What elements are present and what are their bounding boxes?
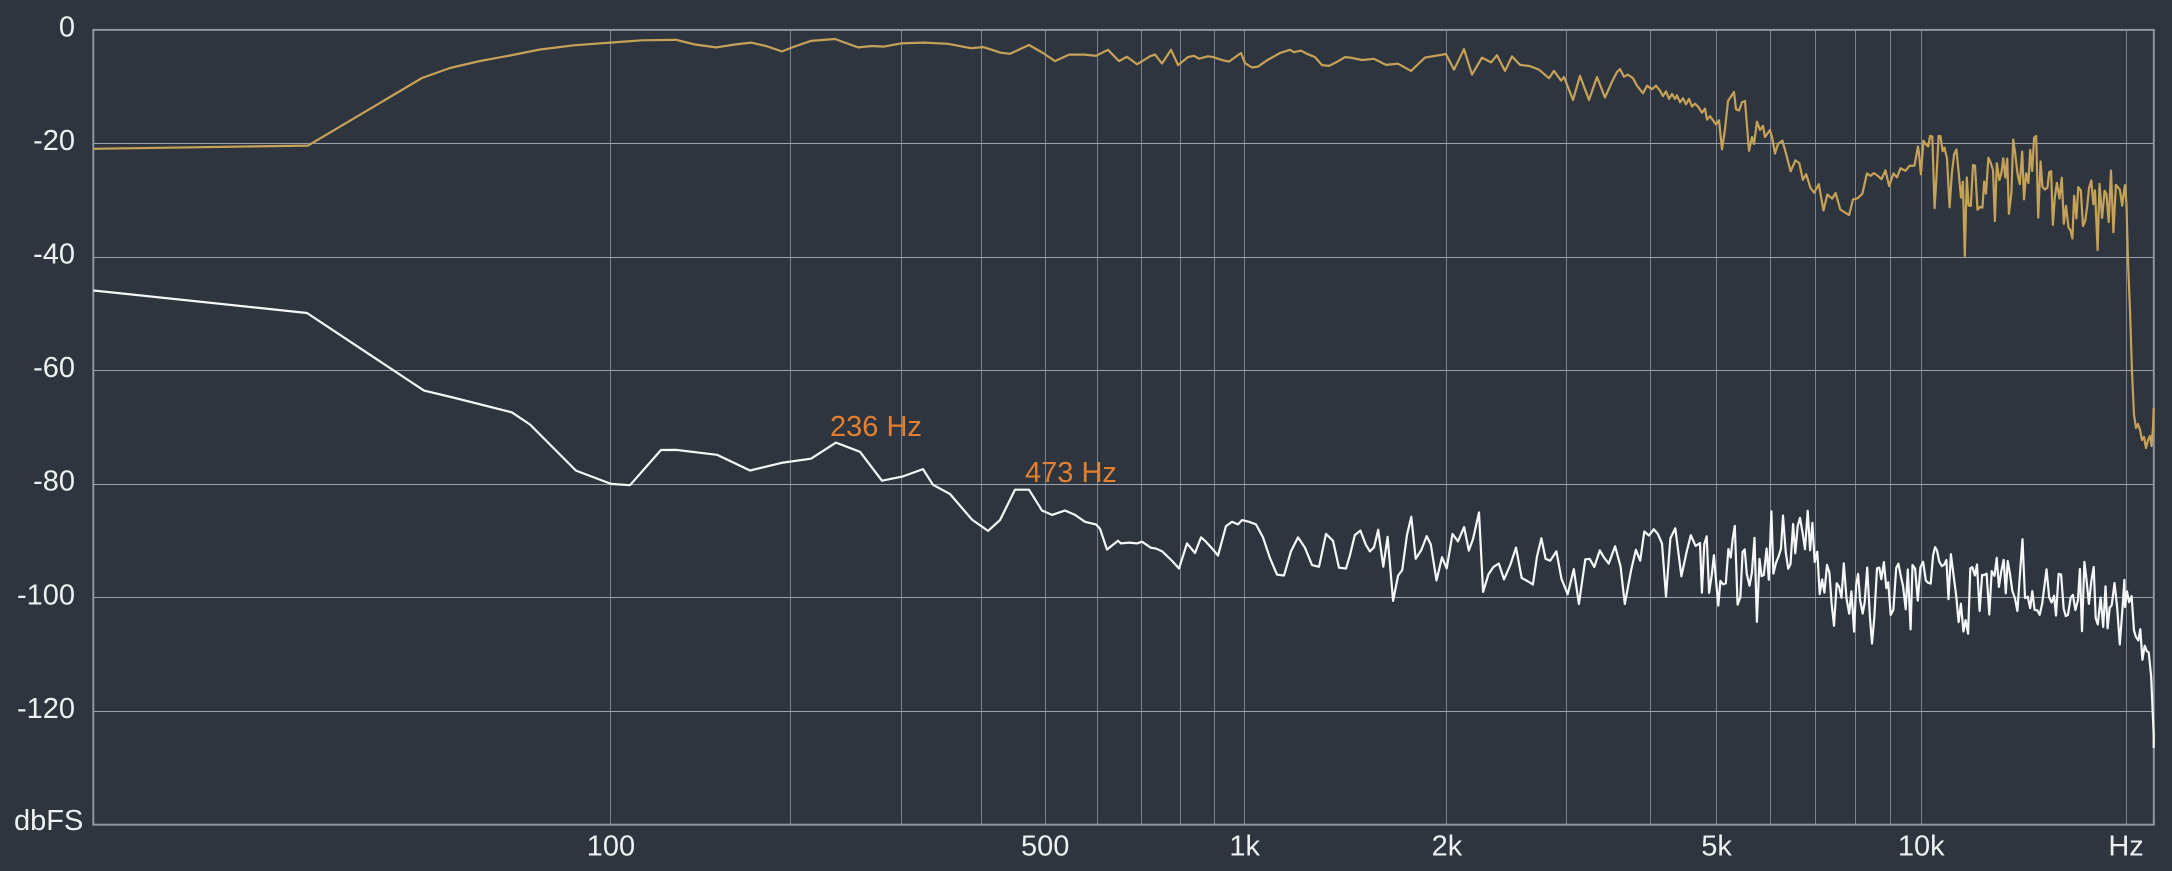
svg-text:-40: -40 (33, 239, 75, 271)
svg-text:100: 100 (587, 831, 635, 863)
svg-text:236 Hz: 236 Hz (830, 411, 922, 443)
svg-text:-60: -60 (33, 352, 75, 384)
svg-text:500: 500 (1021, 831, 1069, 863)
svg-text:-100: -100 (17, 579, 75, 611)
svg-text:1k: 1k (1229, 831, 1260, 863)
svg-text:5k: 5k (1701, 831, 1732, 863)
svg-text:Hz: Hz (2108, 831, 2143, 863)
svg-text:-80: -80 (33, 466, 75, 498)
svg-text:473 Hz: 473 Hz (1025, 457, 1117, 489)
svg-text:-120: -120 (17, 693, 75, 725)
svg-text:10k: 10k (1898, 831, 1945, 863)
svg-text:0: 0 (59, 11, 75, 43)
svg-text:-20: -20 (33, 125, 75, 157)
svg-text:2k: 2k (1432, 831, 1463, 863)
svg-text:dbFS: dbFS (14, 805, 83, 837)
